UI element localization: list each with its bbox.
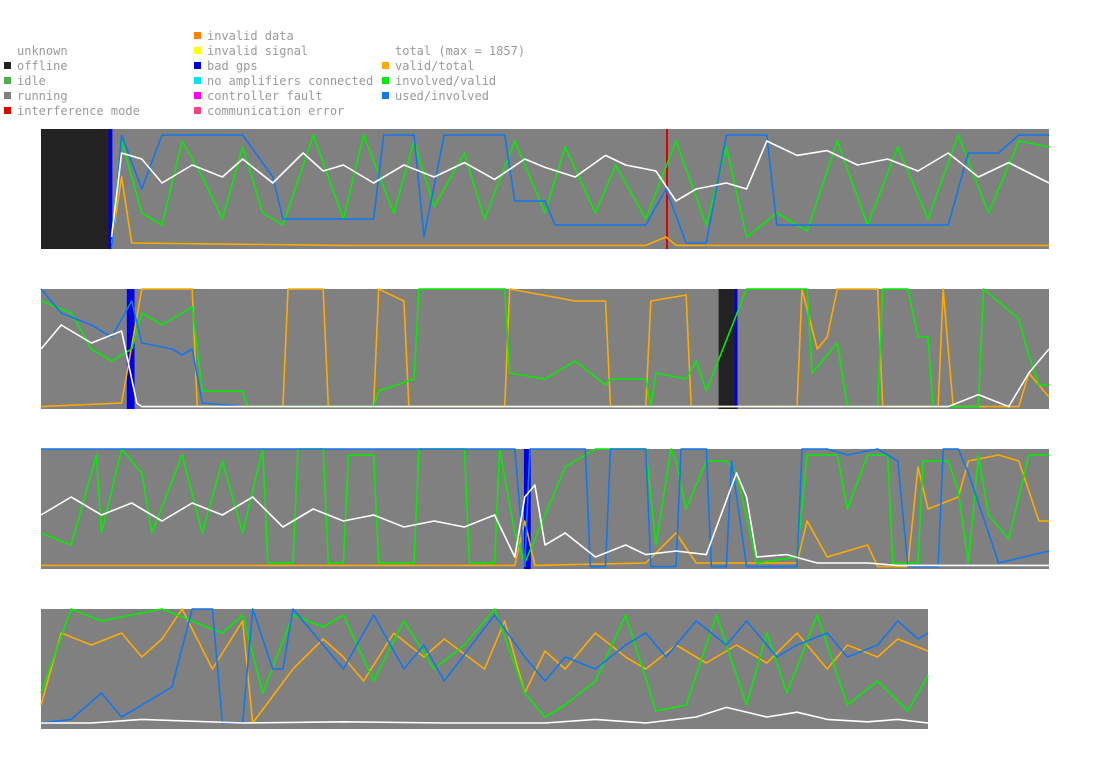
legend-swatch <box>4 107 11 114</box>
series-line-used <box>40 608 929 724</box>
legend-swatch <box>194 92 201 99</box>
strip-chart-4 <box>40 608 929 729</box>
status-segment-running <box>41 449 524 569</box>
legend-swatch <box>382 77 389 84</box>
series-line-involved <box>40 288 1049 408</box>
series-line-valid <box>40 608 929 724</box>
series-line-used <box>40 288 243 408</box>
status-segment-offline <box>718 289 735 409</box>
series-line-total <box>41 706 929 724</box>
legend: unknown offline idle running interferenc… <box>0 0 1095 125</box>
legend-swatch <box>382 47 389 54</box>
strip-chart-2 <box>40 288 1050 409</box>
legend-label: bad gps <box>207 59 258 73</box>
status-segment-bad-gps <box>734 289 738 409</box>
legend-label: invalid signal <box>207 44 309 58</box>
status-segment-running <box>112 129 667 249</box>
legend-label: controller fault <box>207 89 323 103</box>
legend-label: total (max = 1857) <box>395 44 526 58</box>
legend-swatch <box>194 47 201 54</box>
legend-swatch <box>382 62 389 69</box>
legend-label: offline <box>17 59 68 73</box>
strip-chart-1 <box>41 129 1050 250</box>
legend-label: valid/total <box>395 59 475 73</box>
strip-chart-3 <box>40 448 1050 569</box>
legend-swatch <box>194 32 201 39</box>
legend-swatch <box>4 62 11 69</box>
legend-swatch <box>194 77 201 84</box>
legend-label: invalid data <box>207 29 294 43</box>
legend-label: idle <box>17 74 46 88</box>
series-line-used <box>41 448 1050 568</box>
status-segment-running <box>41 289 127 409</box>
legend-label: interference mode <box>17 104 140 118</box>
legend-swatch <box>194 107 201 114</box>
series-line-valid <box>41 454 1049 568</box>
legend-label: running <box>17 89 68 103</box>
legend-swatch <box>4 47 11 54</box>
legend-swatch <box>382 92 389 99</box>
status-segment-running <box>668 129 1049 249</box>
series-line-involved <box>40 608 929 718</box>
legend-label: involved/valid <box>395 74 497 88</box>
legend-label: unknown <box>17 44 68 58</box>
series-line-total <box>40 324 1050 408</box>
legend-swatch <box>194 62 201 69</box>
status-segment-bad-gps <box>108 129 113 249</box>
legend-swatch <box>4 77 11 84</box>
series-line-involved <box>110 134 1050 238</box>
series-line-valid <box>110 176 1049 247</box>
series-line-used <box>110 134 1049 250</box>
legend-label: communication error <box>207 104 345 118</box>
legend-swatch <box>4 92 11 99</box>
series-line-total <box>110 140 1050 238</box>
series-line-total <box>40 472 1049 567</box>
status-segment-running <box>134 289 719 409</box>
status-segment-offline <box>41 129 109 249</box>
legend-label: no amplifiers connected <box>207 74 374 88</box>
legend-label: used/involved <box>395 89 489 103</box>
status-segment-running <box>737 289 1049 409</box>
